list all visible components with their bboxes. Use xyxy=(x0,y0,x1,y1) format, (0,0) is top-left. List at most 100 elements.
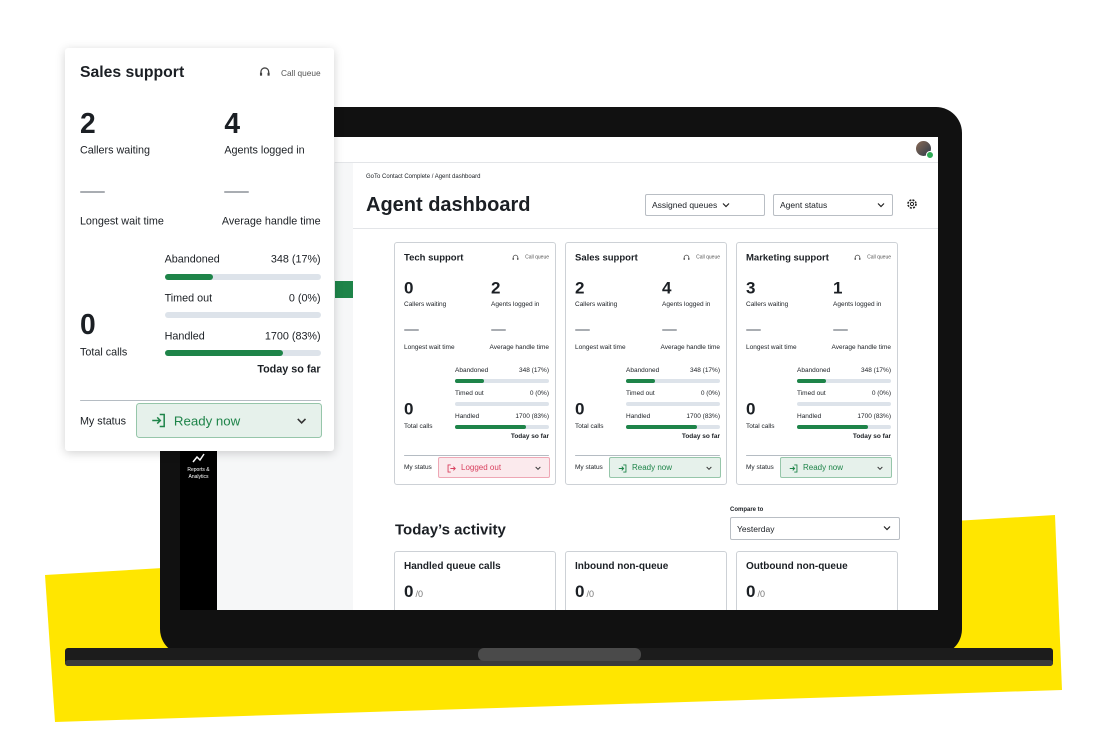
queue-card: Tech support Call queue 0 Callers waiting 2 A… xyxy=(394,242,556,485)
card-title: Marketing support xyxy=(746,252,829,264)
abandoned-value: 348 (17%) xyxy=(519,366,549,374)
status-button[interactable]: Logged out xyxy=(438,457,550,478)
abandoned-value: 348 (17%) xyxy=(861,366,891,374)
sidebar-item-label: Reports & Analytics xyxy=(187,467,210,480)
agents-logged-in: 1 xyxy=(833,278,843,298)
abandoned-value: 348 (17%) xyxy=(690,366,720,374)
agents-label: Agents logged in xyxy=(662,300,711,308)
side-panel-active xyxy=(335,281,353,298)
status-value: Ready now xyxy=(632,463,673,472)
total-calls: 0 xyxy=(575,399,585,419)
chevron-path xyxy=(722,203,730,208)
abandoned-label: Abandoned xyxy=(164,254,220,267)
headset-icon-part xyxy=(267,73,270,76)
status-button[interactable]: Ready now xyxy=(609,457,721,478)
status-icon xyxy=(618,463,627,473)
headset-icon-part xyxy=(512,254,519,259)
handled-value: 1700 (83%) xyxy=(264,330,321,343)
settings-gear[interactable] xyxy=(906,198,918,210)
status-value: Ready now xyxy=(803,463,844,472)
card-title: Tech support xyxy=(404,252,464,264)
chevron xyxy=(722,203,730,208)
agents-logged-in: 2 xyxy=(491,278,501,298)
progress-track xyxy=(626,379,720,383)
status-icon xyxy=(447,463,456,473)
laptop-base-edge xyxy=(65,660,1053,666)
timed-out-label: Timed out xyxy=(626,389,655,397)
progress-track xyxy=(455,379,549,383)
activity-card-total: /0 xyxy=(415,589,423,599)
placeholder-dash xyxy=(491,329,506,331)
progress-fill xyxy=(797,425,869,429)
callers-label: Callers waiting xyxy=(404,300,447,308)
callers-waiting: 0 xyxy=(404,278,414,298)
breadcrumb: GoTo Contact Complete / Agent dashboard xyxy=(366,174,481,180)
queues-filter[interactable]: Assigned queues xyxy=(645,194,765,216)
callers-waiting: 2 xyxy=(575,278,585,298)
status-button[interactable]: Ready now xyxy=(136,403,323,439)
status-label: My status xyxy=(746,463,774,471)
chevron-path xyxy=(877,203,885,208)
total-label: Total calls xyxy=(404,422,433,430)
placeholder-dash xyxy=(224,190,250,194)
status-icon-part xyxy=(447,463,456,473)
card-badge: Call queue xyxy=(280,67,321,78)
headset-icon-part xyxy=(854,258,856,260)
headset-icon-part xyxy=(859,258,861,260)
sidebar-item[interactable]: Reports & Analytics xyxy=(183,452,214,488)
status-filter-label: Agent status xyxy=(780,199,828,210)
status-label: My status xyxy=(404,463,432,471)
timed-out-label: Timed out xyxy=(797,389,826,397)
headset-icon-part xyxy=(683,258,685,260)
timed-out-value: 0 (0%) xyxy=(288,292,321,305)
agents-logged-in: 4 xyxy=(224,106,241,139)
status-label: My status xyxy=(575,463,603,471)
headset-icon xyxy=(512,254,519,260)
total-calls: 0 xyxy=(404,399,414,419)
timed-out-value: 0 (0%) xyxy=(529,389,549,397)
card-divider xyxy=(746,455,891,456)
abandoned-label: Abandoned xyxy=(797,366,831,374)
total-label: Total calls xyxy=(575,422,604,430)
activity-card-total: /0 xyxy=(757,589,765,599)
card-divider xyxy=(79,399,321,401)
status-filter[interactable]: Agent status xyxy=(773,194,893,216)
progress-track xyxy=(626,402,720,406)
activity-card-value: 0 xyxy=(575,582,585,601)
callers-label: Callers waiting xyxy=(746,300,789,308)
chevron xyxy=(535,466,541,470)
progress-fill xyxy=(455,379,485,383)
status-value: Logged out xyxy=(461,463,502,472)
card-badge: Call queue xyxy=(525,254,549,261)
placeholder-dash xyxy=(79,190,105,194)
status-value: Ready now xyxy=(173,413,241,429)
abandoned-label: Abandoned xyxy=(626,366,660,374)
timed-out-value: 0 (0%) xyxy=(700,389,720,397)
headset-icon-part xyxy=(854,254,861,259)
progress-fill xyxy=(164,350,284,356)
queues-filter-label: Assigned queues xyxy=(652,199,718,210)
handled-label: Handled xyxy=(626,412,651,420)
total-label: Total calls xyxy=(746,422,775,430)
chevron-part xyxy=(706,466,712,470)
top-divider xyxy=(335,162,938,163)
placeholder-dash xyxy=(404,329,419,331)
chevron-part xyxy=(297,418,307,425)
period: Today so far xyxy=(681,432,720,440)
activity-card-value-row: 0/0 xyxy=(746,582,765,602)
compare-select[interactable]: Yesterday xyxy=(730,517,900,540)
callers-waiting: 2 xyxy=(79,106,96,139)
period: Today so far xyxy=(257,363,321,376)
card-title: Sales support xyxy=(79,64,185,82)
status-icon-part xyxy=(151,414,165,428)
callers-label: Callers waiting xyxy=(79,144,151,157)
timed-out-label: Timed out xyxy=(164,292,213,305)
status-icon-part xyxy=(618,463,627,473)
status-button[interactable]: Ready now xyxy=(780,457,892,478)
status-icon-part xyxy=(789,463,798,473)
placeholder-dash xyxy=(833,329,848,331)
headset-icon-part xyxy=(688,258,690,260)
placeholder-dash xyxy=(662,329,677,331)
activity-card-total: /0 xyxy=(586,589,594,599)
